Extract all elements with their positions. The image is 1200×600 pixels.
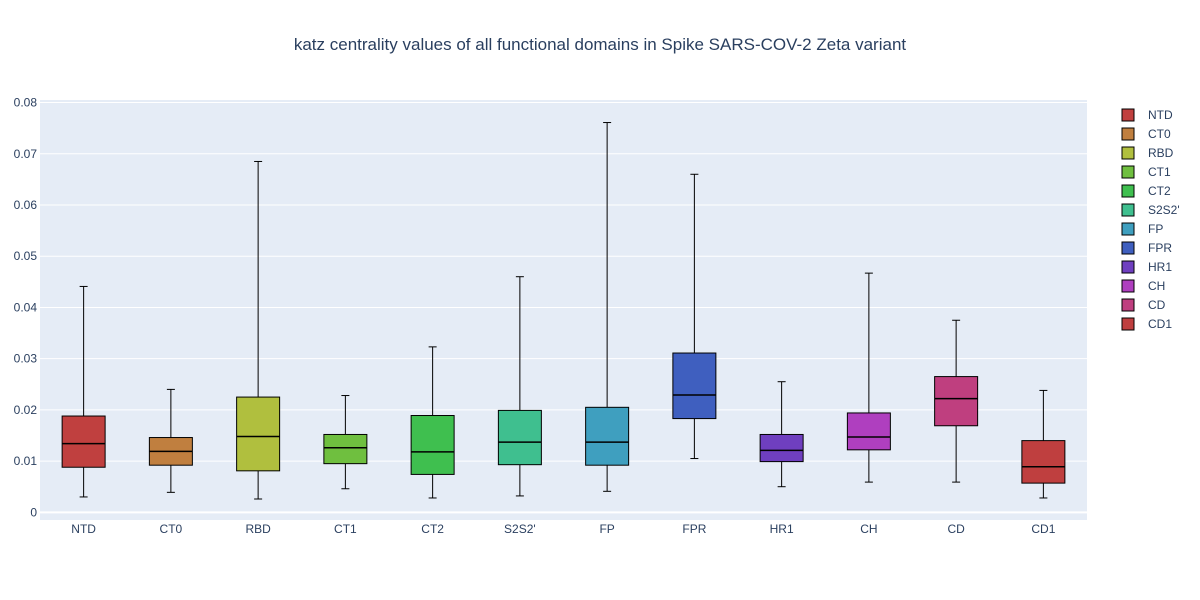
y-tick-label: 0.06 xyxy=(14,198,38,212)
x-tick-label: CT2 xyxy=(421,522,444,536)
legend-label: HR1 xyxy=(1148,260,1172,274)
box-iqr xyxy=(410,415,455,475)
legend-label: CT1 xyxy=(1148,165,1171,179)
legend-swatch xyxy=(1121,146,1135,160)
box-iqr xyxy=(236,396,281,472)
x-tick-label: FPR xyxy=(682,522,706,536)
legend-swatch xyxy=(1121,184,1135,198)
y-tick-label: 0.08 xyxy=(14,96,38,110)
box-FP xyxy=(585,122,630,492)
legend-label: CH xyxy=(1148,279,1165,293)
y-tick-label: 0.04 xyxy=(14,300,38,314)
legend-swatch xyxy=(1121,165,1135,179)
legend-item-CT0[interactable]: CT0 xyxy=(1121,127,1171,141)
boxes xyxy=(61,122,1066,500)
legend-label: RBD xyxy=(1148,146,1174,160)
legend-item-FPR[interactable]: FPR xyxy=(1121,241,1172,255)
legend-item-RBD[interactable]: RBD xyxy=(1121,146,1174,160)
box-S2S2' xyxy=(497,276,542,497)
legend-label: FPR xyxy=(1148,241,1172,255)
y-tick-label: 0.07 xyxy=(14,147,38,161)
grid-lines xyxy=(40,102,1087,514)
x-tick-label: CD xyxy=(947,522,965,536)
y-tick-label: 0.02 xyxy=(14,403,38,417)
legend-item-CT1[interactable]: CT1 xyxy=(1121,165,1171,179)
box-iqr xyxy=(934,376,979,427)
y-axis-ticks: 0 0.01 0.02 0.03 0.04 0.05 0.06 0.07 0.08 xyxy=(14,96,38,520)
legend-item-CD[interactable]: CD xyxy=(1121,298,1166,312)
legend-swatch xyxy=(1121,317,1135,331)
legend-swatch xyxy=(1121,222,1135,236)
box-CD xyxy=(934,319,979,483)
legend-label: CT2 xyxy=(1148,184,1171,198)
box-HR1 xyxy=(759,381,804,488)
box-CT0 xyxy=(148,388,193,493)
box-CT2 xyxy=(410,346,455,499)
x-tick-label: RBD xyxy=(245,522,271,536)
box-NTD xyxy=(61,285,106,498)
box-iqr xyxy=(61,415,106,468)
legend-item-FP[interactable]: FP xyxy=(1121,222,1163,236)
legend-label: NTD xyxy=(1148,108,1173,122)
legend-item-CD1[interactable]: CD1 xyxy=(1121,317,1172,331)
legend-swatch xyxy=(1121,298,1135,312)
legend-swatch xyxy=(1121,260,1135,274)
y-tick-label: 0.03 xyxy=(14,352,38,366)
box-iqr xyxy=(672,352,717,420)
box-FPR xyxy=(672,173,717,460)
legend-label: FP xyxy=(1148,222,1163,236)
x-tick-label: FP xyxy=(599,522,614,536)
legend-item-CH[interactable]: CH xyxy=(1121,279,1165,293)
plot-area xyxy=(40,100,1087,520)
box-iqr xyxy=(846,412,891,451)
chart-title: katz centrality values of all functional… xyxy=(294,35,907,54)
x-tick-label: CT0 xyxy=(160,522,183,536)
box-CH xyxy=(846,272,891,483)
legend-swatch xyxy=(1121,127,1135,141)
x-tick-label: NTD xyxy=(71,522,96,536)
box-iqr xyxy=(497,409,542,466)
legend-swatch xyxy=(1121,241,1135,255)
legend-swatch xyxy=(1121,108,1135,122)
box-RBD xyxy=(236,160,281,500)
x-tick-label: CT1 xyxy=(334,522,357,536)
legend-label: CT0 xyxy=(1148,127,1171,141)
legend-item-NTD[interactable]: NTD xyxy=(1121,108,1173,122)
box-iqr xyxy=(323,433,368,465)
legend-swatch xyxy=(1121,279,1135,293)
legend: NTD CT0 RBD CT1 CT2 S2S2' FP FPR HR1 CH CD CD1 xyxy=(1121,108,1180,331)
x-axis-ticks: NTD CT0 RBD CT1 CT2 S2S2' FP FPR HR1 CH CD CD1 xyxy=(71,522,1055,536)
legend-item-S2S2'[interactable]: S2S2' xyxy=(1121,203,1180,217)
x-tick-label: CD1 xyxy=(1031,522,1055,536)
x-tick-label: S2S2' xyxy=(504,522,536,536)
x-tick-label: HR1 xyxy=(770,522,794,536)
y-tick-label: 0 xyxy=(30,505,37,519)
box-iqr xyxy=(759,433,804,463)
box-CT1 xyxy=(323,395,368,490)
y-tick-label: 0.05 xyxy=(14,249,38,263)
box-iqr xyxy=(1021,440,1066,484)
box-CD1 xyxy=(1021,389,1066,499)
legend-swatch xyxy=(1121,203,1135,217)
y-tick-label: 0.01 xyxy=(14,454,38,468)
x-tick-label: CH xyxy=(860,522,877,536)
legend-item-CT2[interactable]: CT2 xyxy=(1121,184,1171,198)
legend-label: CD xyxy=(1148,298,1166,312)
legend-item-HR1[interactable]: HR1 xyxy=(1121,260,1172,274)
legend-label: CD1 xyxy=(1148,317,1172,331)
legend-label: S2S2' xyxy=(1148,203,1180,217)
box-iqr xyxy=(585,406,630,466)
